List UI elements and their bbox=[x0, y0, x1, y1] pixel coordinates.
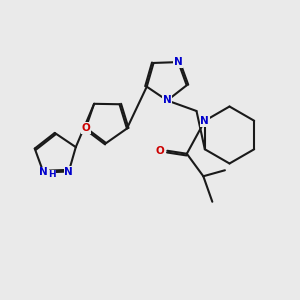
Text: N: N bbox=[39, 167, 48, 177]
Text: O: O bbox=[155, 146, 164, 156]
Text: N: N bbox=[64, 167, 73, 176]
Text: O: O bbox=[82, 123, 90, 133]
Text: H: H bbox=[48, 170, 56, 179]
Text: N: N bbox=[163, 95, 172, 106]
Text: N: N bbox=[174, 57, 183, 67]
Text: N: N bbox=[200, 116, 209, 126]
